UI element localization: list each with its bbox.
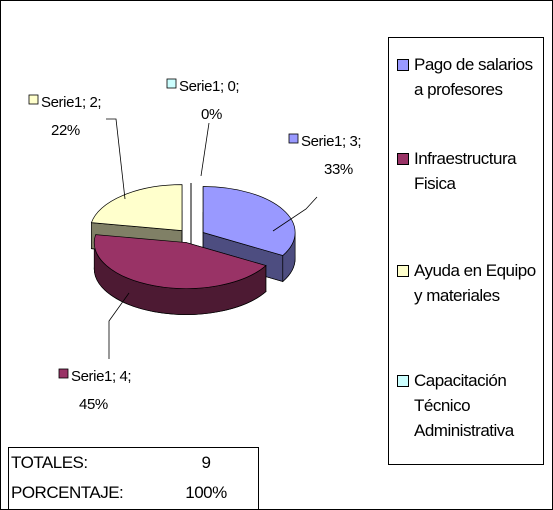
label-key — [166, 78, 177, 89]
data-label: 22% — [51, 122, 80, 139]
data-label: Serie1; 4; — [71, 368, 131, 385]
slice — [90, 184, 183, 232]
legend-entry: Capacitación Técnico Administrativa — [397, 368, 542, 443]
leader-line — [108, 292, 130, 359]
totals-table: TOTALES: 9 PORCENTAJE: 100% — [8, 447, 259, 509]
totals-cell: PORCENTAJE: — [11, 483, 124, 502]
data-label: Serie1; 2; — [41, 94, 101, 111]
leader-line — [272, 196, 318, 232]
legend-swatch — [397, 375, 409, 387]
totals-cell: TOTALES: — [11, 453, 88, 472]
data-label: 45% — [79, 396, 108, 413]
totals-cell: 100% — [185, 483, 227, 502]
totals-row: PORCENTAJE: 100% — [9, 478, 258, 508]
legend-swatch — [397, 153, 409, 165]
data-label: Serie1; 0; — [179, 78, 239, 95]
label-key — [58, 368, 69, 379]
legend-label: Ayuda en Equipo y materiales — [414, 261, 536, 305]
data-label: Serie1; 3; — [301, 133, 361, 150]
totals-cell: 9 — [201, 453, 211, 472]
pie-area: Serie1; 3; 33% Serie1; 4; 45% Serie1; 2; 22% S… — [28, 78, 362, 413]
leader-line — [200, 122, 210, 177]
legend-label: Pago de salarios a profesores — [414, 55, 533, 99]
slice — [202, 186, 296, 256]
data-label: 33% — [324, 161, 353, 178]
leader-line — [106, 118, 126, 200]
legend-label: Infraestructura Fisica — [414, 149, 517, 193]
legend-label: Capacitación Técnico Administrativa — [414, 371, 514, 440]
legend-entry: Ayuda en Equipo y materiales — [397, 258, 542, 308]
data-label: 0% — [201, 106, 222, 123]
legend-entry: Infraestructura Fisica — [397, 146, 542, 196]
legend-swatch — [397, 59, 409, 71]
legend: Pago de salarios a profesores Infraestruc… — [388, 37, 544, 465]
legend-entry: Pago de salarios a profesores — [397, 52, 542, 102]
label-key — [288, 133, 299, 144]
slice — [93, 234, 267, 289]
totals-row: TOTALES: 9 — [9, 448, 258, 478]
legend-swatch — [397, 265, 409, 277]
label-key — [28, 94, 39, 105]
